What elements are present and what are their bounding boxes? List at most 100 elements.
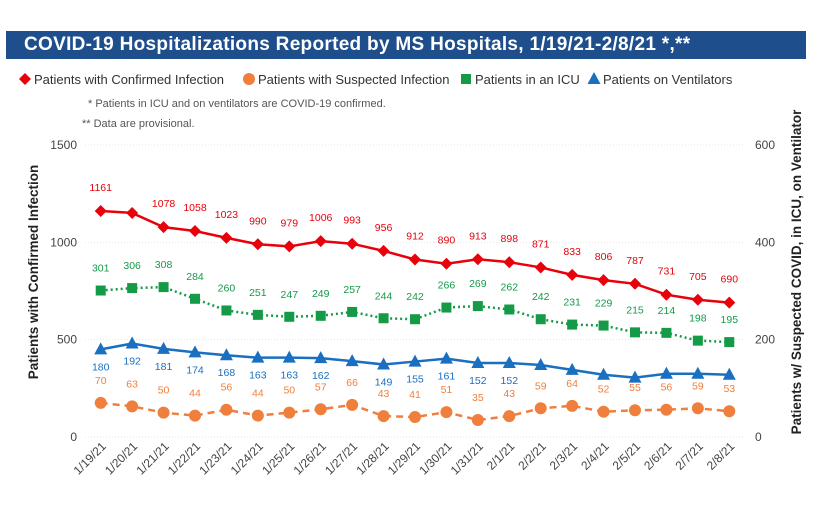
data-point-confirmed [723,296,736,309]
data-label-icu: 249 [312,288,330,300]
data-point-ventilators [659,366,673,379]
data-label-icu: 257 [343,284,361,296]
data-label-icu: 231 [563,297,581,309]
data-point-confirmed [629,277,641,290]
data-point-confirmed [409,253,421,266]
data-point-confirmed [660,288,673,301]
data-label-icu: 284 [186,271,204,283]
data-point-suspected [629,404,641,417]
data-point-suspected [126,400,139,413]
data-point-confirmed [597,274,610,287]
x-tick-label: 2/8/21 [704,439,738,473]
data-label-confirmed: 990 [249,215,267,227]
data-point-icu [598,320,609,331]
data-label-ventilators: 149 [375,376,393,388]
data-label-suspected: 50 [283,385,295,397]
data-label-icu: 214 [658,305,676,317]
y2-tick-label: 200 [755,333,775,347]
data-point-ventilators [471,356,485,369]
data-point-icu [692,335,703,346]
data-point-ventilators [408,354,422,367]
data-label-ventilators: 161 [438,371,456,383]
data-label-confirmed: 979 [281,217,299,229]
legend-label-ventilators: Patients on Ventilators [603,72,733,87]
data-point-ventilators [345,354,359,367]
data-label-confirmed: 1078 [152,198,176,210]
data-label-suspected: 55 [629,382,641,394]
data-point-icu [630,327,640,338]
data-label-suspected: 70 [95,375,107,387]
data-point-icu [347,306,358,317]
x-tick-label: 1/26/21 [291,439,329,477]
data-label-ventilators: 181 [155,361,173,373]
data-label-suspected: 56 [661,382,673,394]
data-point-suspected [283,406,296,419]
series-layer [94,204,736,426]
legend-label-icu: Patients in an ICU [475,72,580,87]
legend-marker-icu [461,74,471,84]
data-point-suspected [566,399,579,412]
data-point-confirmed [566,268,579,281]
data-label-confirmed: 871 [532,238,550,250]
data-label-icu: 215 [626,304,644,316]
data-point-icu [724,337,735,348]
data-label-confirmed: 956 [375,222,393,234]
data-point-ventilators [565,362,579,375]
y-tick-label: 500 [57,333,77,347]
data-point-icu [535,314,546,325]
x-tick-label: 1/31/21 [448,439,486,477]
data-point-ventilators [691,366,705,379]
x-tick-label: 1/19/21 [71,439,109,477]
data-point-confirmed [440,257,453,270]
x-tick-label: 1/23/21 [196,439,234,477]
data-point-ventilators [439,351,453,364]
data-point-suspected [503,410,516,423]
data-label-ventilators: 163 [281,370,299,382]
x-tick-label: 1/22/21 [165,439,203,477]
data-point-suspected [220,403,233,416]
data-point-confirmed [157,221,170,234]
data-point-ventilators [219,348,233,361]
data-label-suspected: 44 [252,388,264,400]
data-point-confirmed [503,256,516,269]
x-tick-label: 2/3/21 [547,439,581,473]
legend-item-confirmed: Patients with Confirmed Infection [19,72,224,87]
data-point-icu [252,309,263,320]
data-point-confirmed [220,231,233,244]
data-label-suspected: 56 [221,382,233,394]
data-label-confirmed: 898 [501,233,519,245]
data-label-ventilators: 152 [469,375,487,387]
data-point-confirmed [283,240,296,253]
data-point-suspected [157,406,170,419]
data-point-ventilators [125,336,139,349]
legend-label-suspected: Patients with Suspected Infection [258,72,450,87]
y-tick-label: 0 [70,430,77,444]
data-point-suspected [597,405,610,418]
legend-marker-confirmed [19,73,31,85]
data-point-confirmed [189,225,201,238]
data-label-confirmed: 1058 [183,202,207,214]
data-label-confirmed: 1161 [89,182,112,194]
data-label-suspected: 43 [378,388,390,400]
gridlines [85,144,745,438]
data-label-icu: 229 [595,298,613,310]
data-point-ventilators [597,367,611,380]
series-suspected [94,396,736,426]
data-label-ventilators: 174 [186,364,204,376]
data-point-icu [158,282,169,293]
title-bar: COVID-19 Hospitalizations Reported by MS… [6,31,806,59]
y2-tick-label: 400 [755,235,775,249]
data-point-confirmed [471,253,484,266]
x-tick-label: 1/29/21 [385,439,423,477]
data-label-suspected: 66 [346,377,358,389]
legend-item-ventilators: Patients on Ventilators [587,72,733,87]
x-tick-label: 1/27/21 [322,439,360,477]
data-label-ventilators: 192 [123,356,141,368]
data-point-icu [221,305,232,316]
data-label-icu: 198 [689,313,707,325]
y-tick-label: 1500 [50,138,77,152]
legend-label-confirmed: Patients with Confirmed Infection [34,72,224,87]
data-label-suspected: 59 [535,380,547,392]
data-point-icu [190,293,200,304]
